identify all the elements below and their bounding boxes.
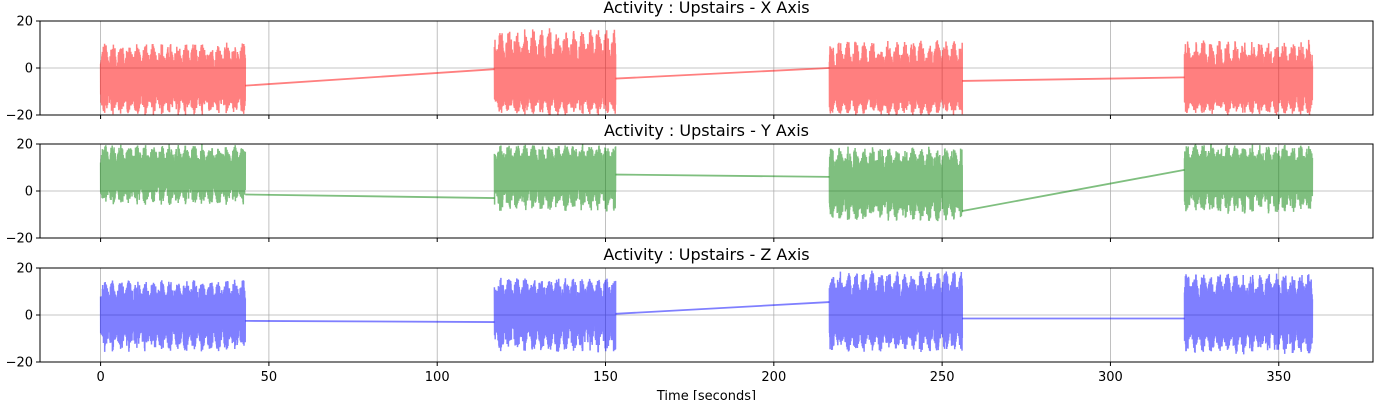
signal-segment (828, 270, 964, 353)
y-tick-label: 20 (16, 262, 33, 277)
y-tick-label: −20 (6, 232, 33, 247)
y-tick-label: 20 (16, 15, 33, 30)
signal-segment (1183, 273, 1314, 355)
signal-segment (828, 146, 964, 222)
x-tick-label: 350 (1266, 370, 1291, 385)
x-tick-label: 300 (1098, 370, 1123, 385)
signal-series (99, 28, 1314, 115)
y-tick-label: 0 (25, 185, 33, 200)
signal-connector (962, 168, 1185, 212)
shared-x-axis: 0 50 100 150 200 250 300 350 Time [seconds] (96, 370, 1291, 400)
signal-connector (615, 301, 830, 315)
signal-segment (1183, 144, 1314, 214)
signal-segment (99, 279, 247, 352)
signal-connector (245, 68, 495, 87)
signal-series (99, 270, 1314, 355)
signal-segment (99, 144, 247, 206)
signal-connector (245, 193, 495, 199)
subplots-container: Activity : Upstairs - X Axis200−20Activi… (6, 0, 1374, 371)
signal-connector (615, 67, 830, 80)
x-axis-label: Time [seconds] (656, 389, 756, 400)
signal-segment (1183, 39, 1314, 115)
x-tick-label: 0 (96, 370, 104, 385)
y-tick-label: 20 (16, 138, 33, 153)
subplot-title: Activity : Upstairs - X Axis (603, 0, 809, 17)
x-tick-label: 100 (425, 370, 450, 385)
y-tick-label: −20 (6, 109, 33, 124)
signal-connector (245, 319, 495, 323)
subplot-title: Activity : Upstairs - Z Axis (603, 245, 809, 264)
y-tick-label: 0 (25, 62, 33, 77)
signal-segment (493, 144, 617, 212)
subplot-2: Activity : Upstairs - Y Axis 20 0 −20 (6, 121, 1374, 247)
subplot-title: Activity : Upstairs - Y Axis (604, 121, 809, 140)
x-tick-label: 150 (593, 370, 618, 385)
x-tick-label: 250 (930, 370, 955, 385)
signal-connector (962, 76, 1185, 82)
subplot-3: Activity : Upstairs - Z Axis 20 0 −20 (6, 245, 1374, 371)
subplot-1: Activity : Upstairs - X Axis 20 0 −20 (6, 0, 1374, 124)
signal-segment (99, 42, 247, 115)
x-tick-label: 200 (761, 370, 786, 385)
signal-connector (615, 173, 830, 178)
x-tick-label: 50 (261, 370, 278, 385)
signal-segment (493, 28, 617, 115)
y-tick-label: 0 (25, 309, 33, 324)
signal-segment (493, 277, 617, 353)
signal-series (99, 144, 1314, 222)
signal-segment (828, 40, 964, 115)
y-tick-label: −20 (6, 356, 33, 371)
